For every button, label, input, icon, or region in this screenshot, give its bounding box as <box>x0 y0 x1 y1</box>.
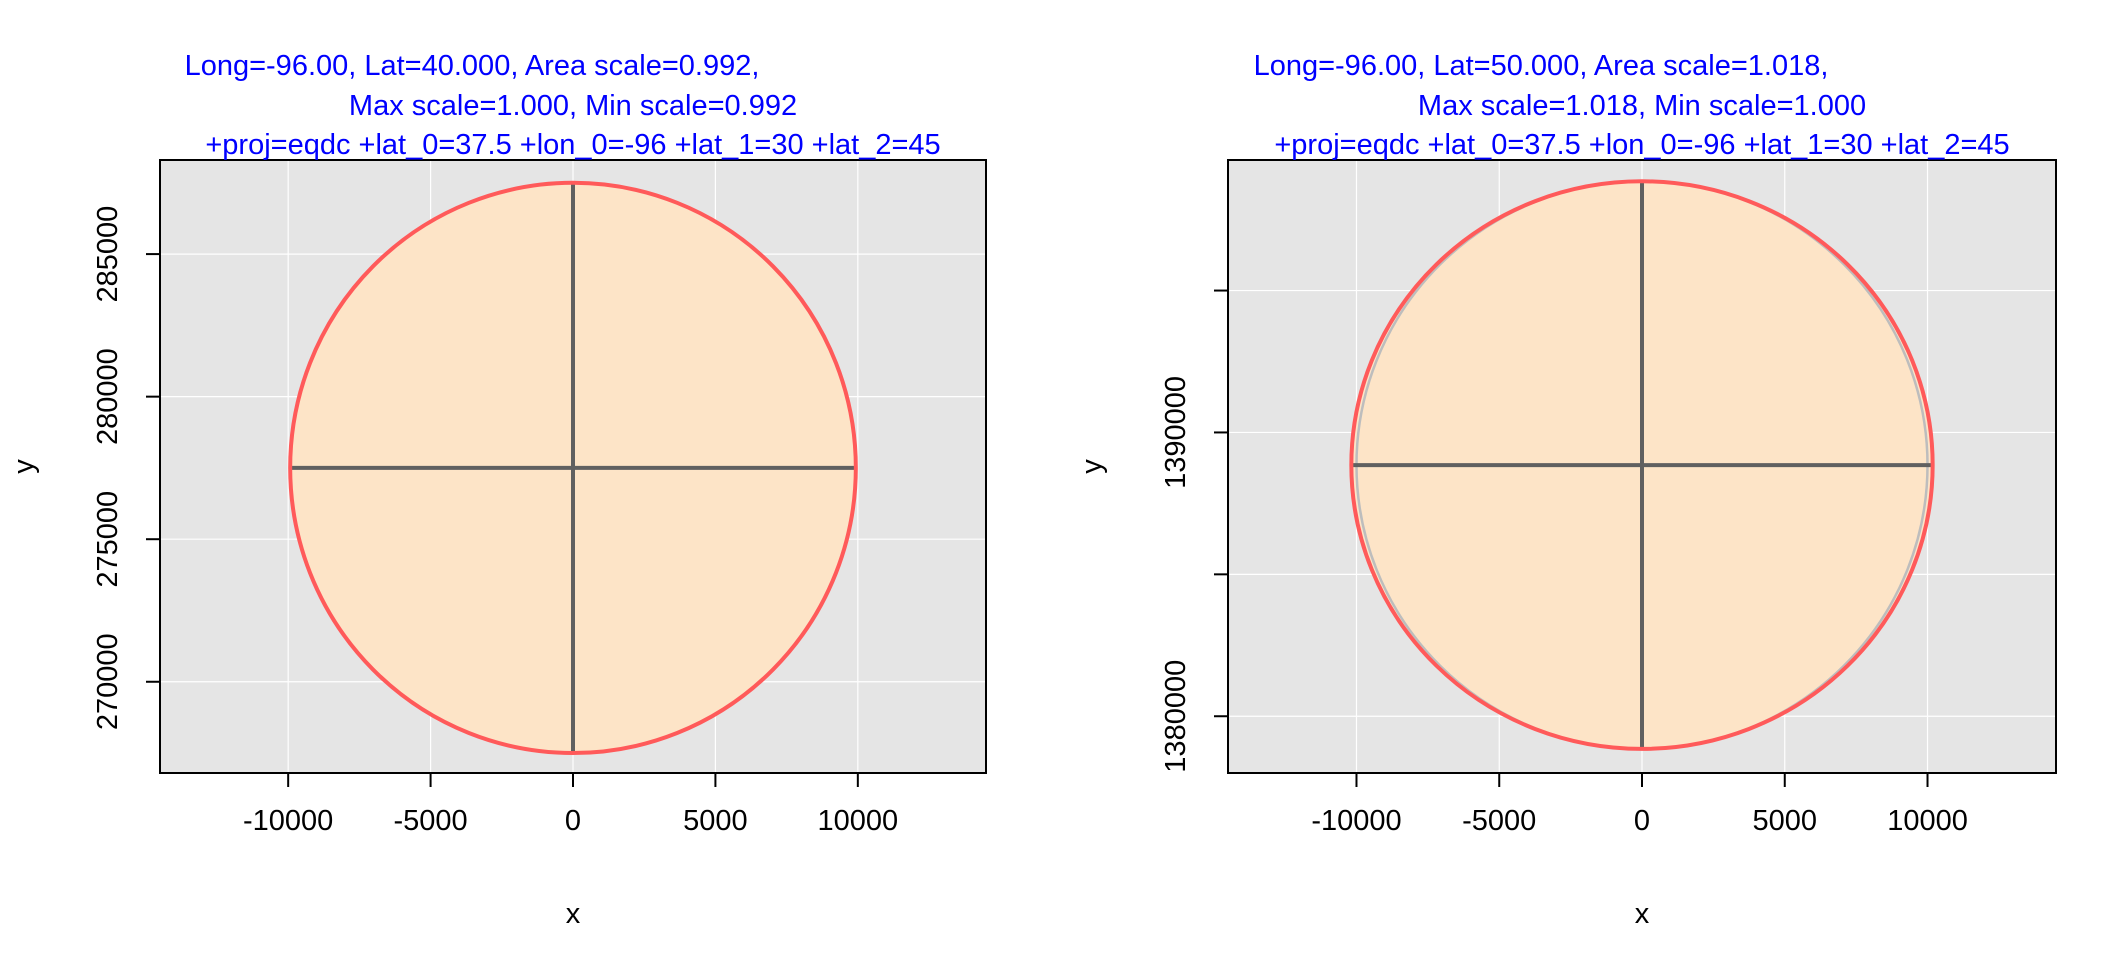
y-axis-label: y <box>8 459 40 474</box>
x-tick-label: -5000 <box>1462 805 1536 837</box>
chart-panel-2: -10000 -5000 0 5000 10000 1380000 1390000 x y Lon… <box>1076 50 2057 930</box>
indicatrix-outline <box>1349 179 1935 751</box>
chart-title-line: Long=-96.00, Lat=50.000, Area scale=1.01… <box>1254 50 1829 82</box>
chart-title-line: Long=-96.00, Lat=40.000, Area scale=0.99… <box>185 50 760 82</box>
y-tick-label: 285000 <box>92 206 124 303</box>
x-tick-label: -10000 <box>243 805 333 837</box>
x-tick-label: 0 <box>565 805 581 837</box>
x-tick-label: 10000 <box>817 805 898 837</box>
y-axis-label: y <box>1076 459 1108 474</box>
y-tick-label: 280000 <box>92 348 124 445</box>
chart-title-line: +proj=eqdc +lat_0=37.5 +lon_0=-96 +lat_1… <box>205 129 940 161</box>
y-tick-label: 270000 <box>92 633 124 730</box>
y-tick-label: 1390000 <box>1160 376 1192 489</box>
x-tick-label: 5000 <box>1753 805 1818 837</box>
x-tick-label: -10000 <box>1311 805 1401 837</box>
indicatrix-outline <box>288 180 858 756</box>
y-tick-label: 275000 <box>92 491 124 588</box>
chart-panel-1: -10000 -5000 0 5000 10000 270000 275000 280000 2… <box>8 50 987 930</box>
y-tick-label: 1380000 <box>1160 660 1192 773</box>
x-tick-label: 5000 <box>683 805 748 837</box>
chart-title-line: Max scale=1.000, Min scale=0.992 <box>349 90 797 122</box>
x-tick-label: 10000 <box>1887 805 1968 837</box>
chart-title-line: Max scale=1.018, Min scale=1.000 <box>1418 90 1866 122</box>
x-axis-label: x <box>566 898 581 930</box>
x-tick-label: 0 <box>1634 805 1650 837</box>
x-tick-label: -5000 <box>394 805 468 837</box>
chart-title-line: +proj=eqdc +lat_0=37.5 +lon_0=-96 +lat_1… <box>1274 129 2009 161</box>
x-axis-label: x <box>1635 898 1650 930</box>
